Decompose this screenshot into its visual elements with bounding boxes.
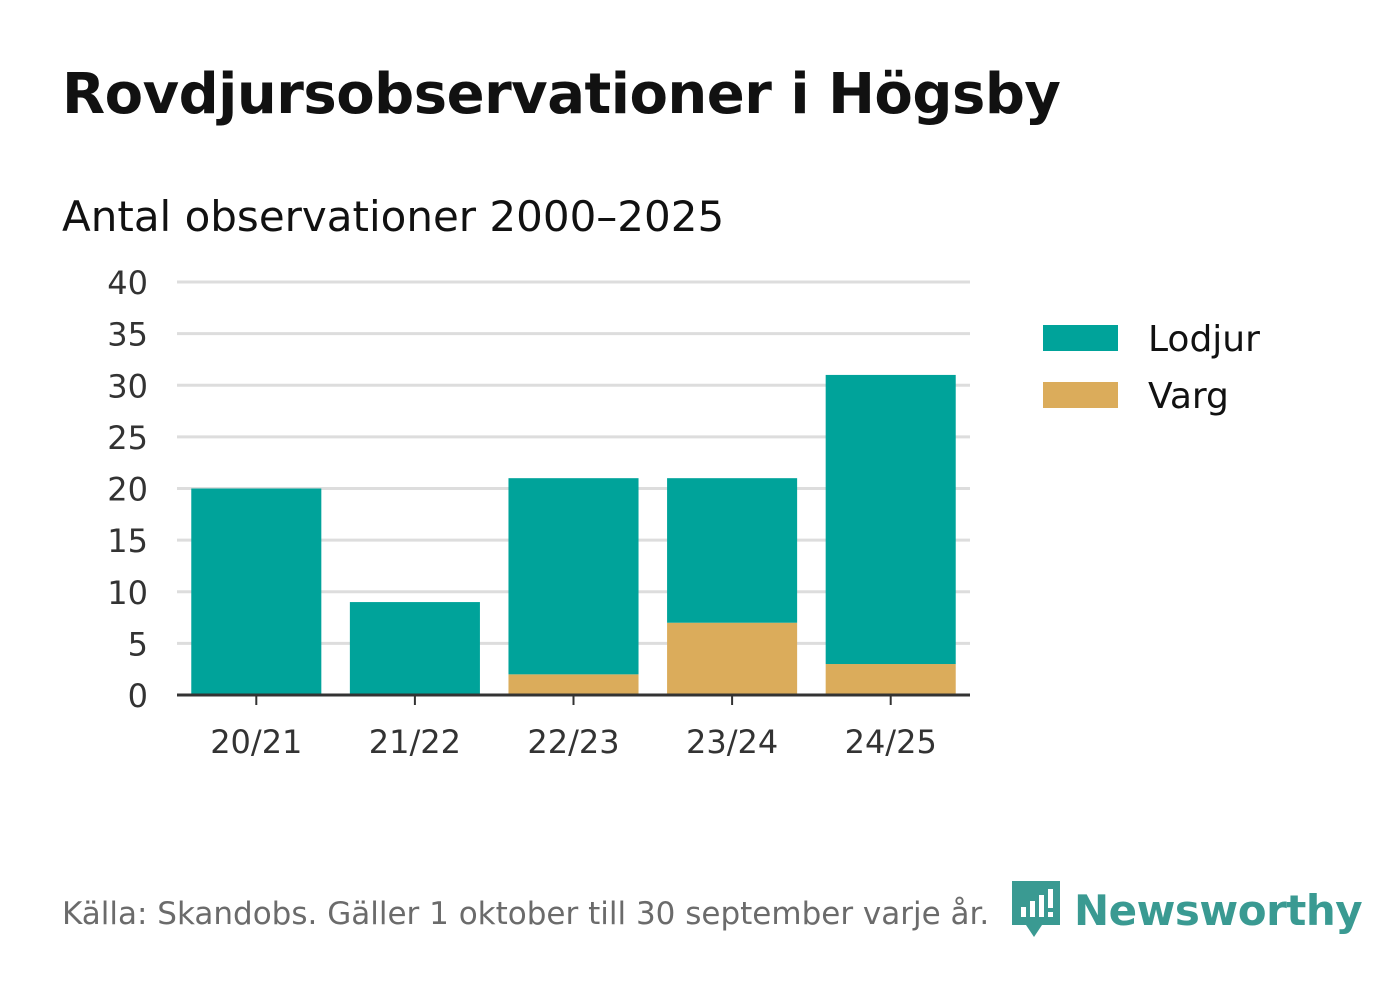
legend: Lodjur Varg [1043, 319, 1260, 417]
legend-swatch-lodjur [1043, 325, 1118, 351]
bar-lodjur-21-22 [349, 602, 480, 695]
chart-subtitle: Antal observationer 2000–2025 [62, 192, 725, 241]
y-tick-label: 30 [107, 367, 148, 405]
bars [191, 374, 956, 695]
bar-lodjur-22-23 [508, 478, 639, 675]
x-tick-label: 20/21 [210, 723, 302, 761]
bar-lodjur-24-25 [825, 374, 956, 665]
y-tick-label: 35 [107, 316, 148, 354]
legend-swatch-varg [1043, 382, 1118, 408]
x-tick-label: 21/22 [369, 723, 461, 761]
x-tick-label: 22/23 [527, 723, 619, 761]
y-tick-label: 40 [107, 264, 148, 302]
bar-varg-23-24 [667, 622, 798, 695]
legend-label-lodjur: Lodjur [1148, 319, 1260, 360]
chart-title: Rovdjursobservationer i Högsby [62, 62, 1061, 127]
y-tick-label: 10 [107, 574, 148, 612]
x-tick-label: 23/24 [686, 723, 778, 761]
y-axis-ticks: 0 5 10 15 20 25 30 35 40 [107, 264, 148, 715]
bar-lodjur-23-24 [667, 478, 798, 623]
y-tick-label: 15 [107, 522, 148, 560]
source-note: Källa: Skandobs. Gäller 1 oktober till 3… [62, 896, 990, 932]
legend-label-varg: Varg [1148, 376, 1229, 417]
x-tick-label: 24/25 [845, 723, 937, 761]
bar-lodjur-20-21 [191, 488, 322, 695]
brand-name: Newsworthy [1074, 885, 1363, 935]
x-axis-ticks: 20/21 21/22 22/23 23/24 24/25 [210, 695, 937, 761]
y-tick-label: 5 [128, 625, 148, 663]
y-tick-label: 25 [107, 419, 148, 457]
brand-logo: Newsworthy [1010, 878, 1363, 942]
bar-varg-22-23 [508, 674, 639, 695]
bar-varg-24-25 [825, 664, 956, 695]
y-tick-label: 20 [107, 471, 148, 509]
y-tick-label: 0 [128, 677, 148, 715]
newsworthy-logo-icon [1012, 881, 1060, 937]
